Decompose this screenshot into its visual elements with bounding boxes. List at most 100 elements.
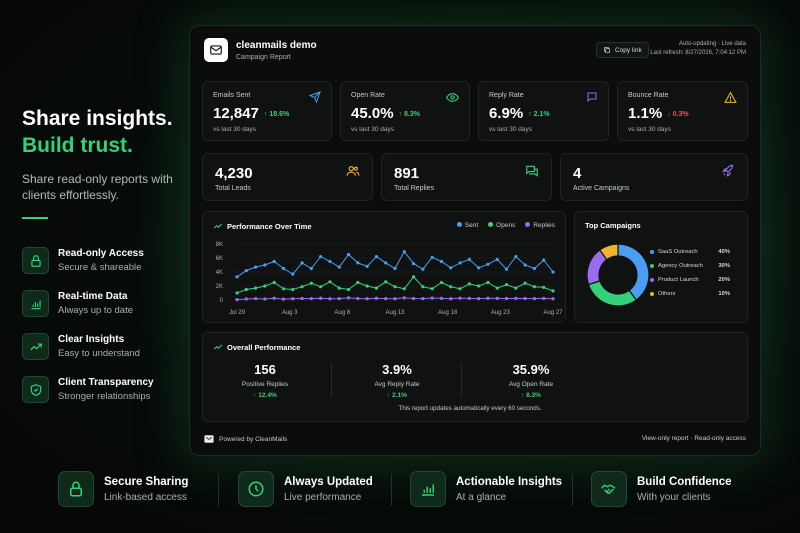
data-point-sent[interactable] [458, 261, 462, 265]
data-point-opens[interactable] [495, 286, 499, 290]
data-point-replies[interactable] [542, 296, 546, 300]
data-point-sent[interactable] [523, 263, 527, 267]
data-point-sent[interactable] [477, 266, 481, 270]
data-point-replies[interactable] [467, 296, 471, 300]
data-point-opens[interactable] [365, 284, 369, 288]
data-point-replies[interactable] [281, 297, 286, 301]
data-point-opens[interactable] [393, 285, 397, 289]
data-point-opens[interactable] [551, 289, 555, 293]
data-point-replies[interactable] [365, 297, 369, 301]
data-point-replies[interactable] [458, 296, 462, 300]
data-point-sent[interactable] [365, 264, 369, 268]
data-point-sent[interactable] [439, 259, 444, 264]
data-point-opens[interactable] [346, 287, 351, 292]
data-point-replies[interactable] [374, 296, 379, 300]
data-point-replies[interactable] [495, 296, 499, 300]
data-point-opens[interactable] [328, 280, 332, 284]
data-point-opens[interactable] [449, 285, 453, 289]
data-point-replies[interactable] [244, 297, 248, 301]
data-point-sent[interactable] [337, 265, 341, 269]
data-point-replies[interactable] [411, 296, 416, 301]
data-point-opens[interactable] [300, 285, 304, 289]
donut-slice[interactable] [617, 243, 650, 301]
data-point-replies[interactable] [384, 297, 388, 301]
data-point-replies[interactable] [402, 296, 406, 300]
data-point-sent[interactable] [514, 255, 518, 259]
data-point-opens[interactable] [374, 286, 379, 290]
data-point-opens[interactable] [439, 280, 444, 285]
data-point-replies[interactable] [328, 297, 332, 301]
data-point-opens[interactable] [467, 282, 471, 286]
data-point-opens[interactable] [504, 283, 509, 287]
data-point-replies[interactable] [449, 297, 453, 301]
data-point-replies[interactable] [309, 297, 313, 301]
data-point-replies[interactable] [291, 297, 295, 301]
data-point-sent[interactable] [384, 261, 388, 265]
data-point-sent[interactable] [244, 269, 248, 273]
data-point-replies[interactable] [393, 297, 397, 301]
data-point-opens[interactable] [272, 280, 276, 285]
data-point-opens[interactable] [244, 287, 248, 292]
data-point-sent[interactable] [551, 270, 555, 274]
data-point-opens[interactable] [235, 291, 239, 295]
data-point-opens[interactable] [281, 287, 286, 291]
data-point-sent[interactable] [449, 266, 453, 270]
data-point-opens[interactable] [486, 280, 490, 285]
data-point-replies[interactable] [346, 296, 351, 300]
data-point-replies[interactable] [319, 296, 323, 300]
data-point-sent[interactable] [253, 265, 258, 269]
data-point-opens[interactable] [458, 287, 462, 291]
data-point-opens[interactable] [542, 285, 546, 289]
data-point-replies[interactable] [337, 297, 341, 301]
data-point-replies[interactable] [235, 298, 239, 302]
data-point-replies[interactable] [356, 296, 360, 301]
donut-slice[interactable] [587, 280, 638, 307]
data-point-replies[interactable] [272, 296, 276, 300]
data-point-sent[interactable] [374, 255, 379, 259]
donut-slice[interactable] [598, 243, 619, 261]
data-point-sent[interactable] [300, 261, 304, 265]
data-point-sent[interactable] [486, 262, 490, 266]
data-point-replies[interactable] [300, 296, 304, 301]
data-point-sent[interactable] [542, 258, 546, 262]
data-point-replies[interactable] [430, 296, 434, 300]
data-point-replies[interactable] [439, 296, 444, 300]
data-point-opens[interactable] [532, 285, 537, 289]
data-point-sent[interactable] [281, 266, 286, 271]
data-point-opens[interactable] [263, 284, 267, 288]
data-point-replies[interactable] [421, 297, 425, 301]
data-point-sent[interactable] [393, 266, 397, 271]
data-point-sent[interactable] [328, 259, 332, 264]
data-point-replies[interactable] [504, 296, 509, 301]
data-point-replies[interactable] [523, 296, 527, 301]
data-point-sent[interactable] [430, 255, 434, 259]
data-point-opens[interactable] [319, 285, 323, 289]
data-point-sent[interactable] [235, 275, 239, 279]
data-point-opens[interactable] [402, 287, 406, 291]
data-point-sent[interactable] [263, 263, 267, 267]
data-point-replies[interactable] [477, 297, 481, 301]
data-point-opens[interactable] [430, 287, 434, 291]
data-point-opens[interactable] [291, 287, 295, 292]
data-point-opens[interactable] [421, 285, 425, 289]
data-point-opens[interactable] [411, 275, 416, 279]
data-point-opens[interactable] [356, 280, 360, 285]
data-point-sent[interactable] [411, 262, 416, 266]
data-point-opens[interactable] [477, 284, 481, 288]
data-point-sent[interactable] [467, 257, 471, 261]
data-point-replies[interactable] [532, 297, 537, 301]
data-point-replies[interactable] [486, 296, 490, 300]
data-point-sent[interactable] [309, 266, 313, 271]
data-point-opens[interactable] [337, 286, 341, 290]
copy-link-button[interactable]: Copy link [596, 42, 649, 58]
data-point-sent[interactable] [272, 259, 276, 264]
data-point-sent[interactable] [346, 252, 351, 257]
data-point-opens[interactable] [309, 281, 313, 285]
data-point-sent[interactable] [402, 250, 406, 254]
data-point-opens[interactable] [523, 281, 527, 285]
data-point-sent[interactable] [504, 267, 509, 271]
data-point-sent[interactable] [532, 266, 537, 271]
data-point-sent[interactable] [291, 272, 295, 276]
data-point-opens[interactable] [384, 280, 388, 284]
data-point-replies[interactable] [263, 297, 267, 301]
